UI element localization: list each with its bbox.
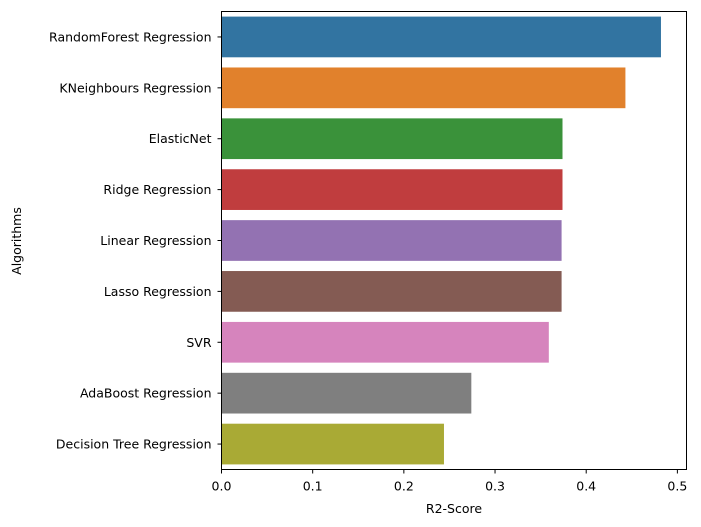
- y-tick-label: Decision Tree Regression: [56, 437, 212, 452]
- y-tick-label: KNeighbours Regression: [59, 80, 211, 95]
- bar-kneighbours-regression: [221, 67, 626, 109]
- y-axis: RandomForest Regression KNeighbours Regre…: [49, 29, 222, 452]
- bars-group: [221, 16, 661, 465]
- x-tick-label: 0.4: [576, 479, 596, 494]
- bar-linear-regression: [221, 220, 562, 261]
- x-axis: 0.0 0.1 0.2 0.3 0.4 0.5: [212, 469, 687, 494]
- y-tick-label: Linear Regression: [100, 233, 211, 248]
- y-tick-label: Ridge Regression: [103, 182, 211, 197]
- bar-elasticnet: [221, 118, 563, 160]
- y-tick-label: AdaBoost Regression: [80, 386, 212, 401]
- x-tick-label: 0.1: [303, 479, 323, 494]
- y-tick-label: Lasso Regression: [104, 284, 212, 299]
- y-axis-title: Algorithms: [9, 207, 24, 275]
- bar-decision-tree-regression: [221, 423, 444, 465]
- bar-ridge-regression: [221, 169, 563, 210]
- y-tick-label: RandomForest Regression: [49, 29, 211, 44]
- x-tick-label: 0.0: [212, 479, 232, 494]
- x-tick-label: 0.5: [667, 479, 687, 494]
- x-axis-title: R2-Score: [426, 501, 482, 516]
- bar-svr: [221, 321, 549, 363]
- bar-randomforest-regression: [221, 16, 661, 58]
- bar-adaboost-regression: [221, 372, 472, 414]
- y-tick-label: SVR: [186, 335, 211, 350]
- x-tick-label: 0.3: [485, 479, 505, 494]
- x-tick-label: 0.2: [394, 479, 414, 494]
- y-tick-label: ElasticNet: [149, 131, 212, 146]
- bar-lasso-regression: [221, 271, 562, 312]
